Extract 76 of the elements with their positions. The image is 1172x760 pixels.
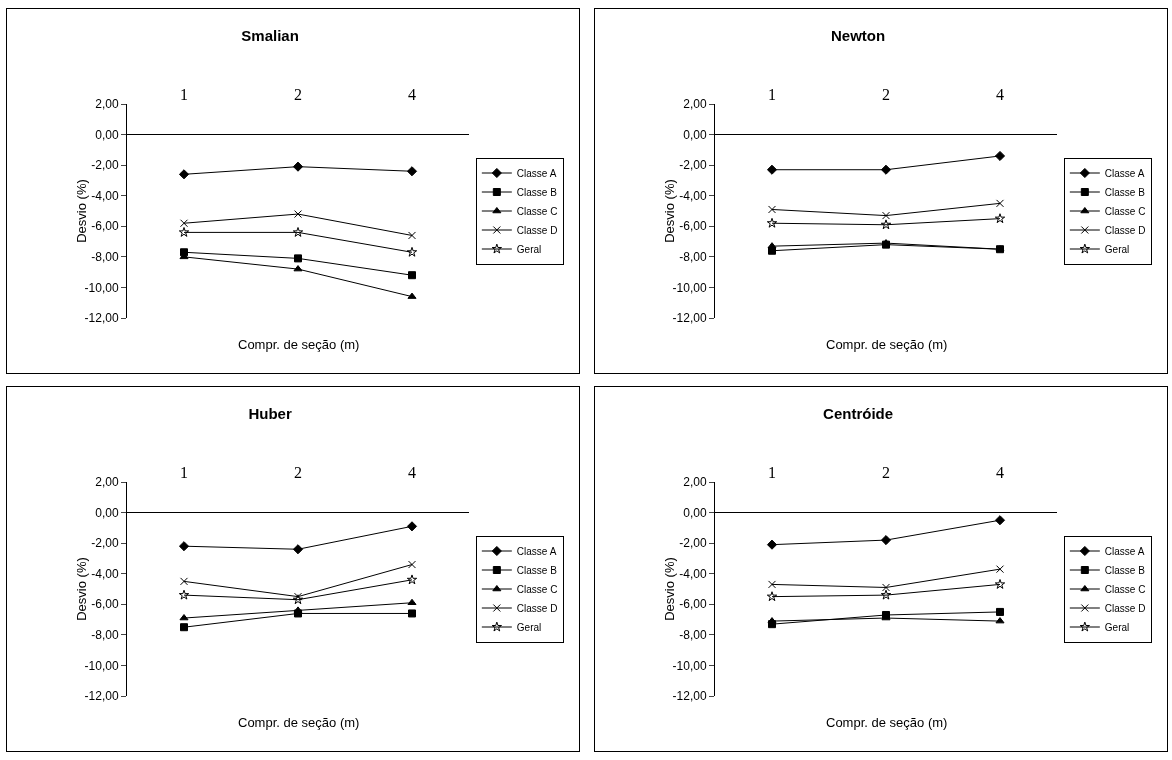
y-axis-title: Desvio (%)	[74, 557, 90, 621]
legend-label: Classe B	[516, 186, 558, 198]
y-tick-label: -6,00	[91, 219, 119, 234]
y-tick-label: -4,00	[91, 566, 119, 581]
y-tick-label: -10,00	[84, 658, 119, 673]
legend-label: Classe A	[1104, 167, 1145, 179]
legend-label: Classe C	[516, 205, 558, 217]
y-tick-label: -2,00	[91, 536, 119, 551]
y-tick-label: -8,00	[91, 250, 119, 265]
y-axis-title: Desvio (%)	[662, 179, 678, 243]
y-tick-label: 2,00	[683, 97, 707, 112]
legend-label: Classe D	[1104, 602, 1146, 614]
legend-label: Classe D	[516, 224, 558, 236]
y-tick-label: 2,00	[95, 475, 119, 490]
y-tick-label: -4,00	[91, 188, 119, 203]
y-tick-label: -12,00	[672, 689, 707, 704]
legend-label: Classe D	[1104, 224, 1146, 236]
legend-label: Classe A	[516, 545, 557, 557]
legend-label: Classe A	[1104, 545, 1145, 557]
x-tick-label: 2	[882, 85, 890, 103]
legend-label: Classe C	[1104, 583, 1146, 595]
y-tick-label: -12,00	[672, 311, 707, 326]
legend-label: Classe B	[1104, 564, 1146, 576]
y-tick-label: -4,00	[679, 566, 707, 581]
x-tick-label: 2	[294, 463, 302, 481]
legend-label: Geral	[1104, 621, 1130, 633]
y-tick-label: -2,00	[679, 536, 707, 551]
legend-label: Geral	[1104, 243, 1130, 255]
y-tick-label: -8,00	[679, 628, 707, 643]
y-tick-label: -12,00	[84, 689, 119, 704]
x-tick-label: 2	[882, 463, 890, 481]
legend-label: Classe C	[1104, 205, 1146, 217]
legend-label: Classe B	[1104, 186, 1146, 198]
y-tick-label: -12,00	[84, 311, 119, 326]
y-tick-label: -4,00	[679, 188, 707, 203]
y-tick-label: -10,00	[84, 280, 119, 295]
chart-title: Huber	[248, 405, 292, 423]
y-tick-label: -2,00	[679, 158, 707, 173]
legend-label: Geral	[516, 243, 542, 255]
chart-title: Centróide	[823, 405, 894, 423]
y-axis-title: Desvio (%)	[662, 557, 678, 621]
legend-label: Classe D	[516, 602, 558, 614]
y-tick-label: 2,00	[95, 97, 119, 112]
chart-title: Smalian	[241, 27, 299, 45]
x-axis-title: Compr. de seção (m)	[826, 337, 948, 352]
x-tick-label: 1	[180, 85, 188, 103]
chart-title: Newton	[831, 27, 886, 45]
x-tick-label: 1	[180, 463, 188, 481]
x-axis-title: Compr. de seção (m)	[826, 715, 948, 730]
legend-label: Geral	[516, 621, 542, 633]
x-tick-label: 1	[768, 85, 776, 103]
y-tick-label: -2,00	[91, 158, 119, 173]
y-tick-label: -8,00	[679, 250, 707, 265]
y-tick-label: 0,00	[683, 127, 707, 142]
legend-label: Classe B	[516, 564, 558, 576]
y-tick-label: -6,00	[91, 597, 119, 612]
x-axis-title: Compr. de seção (m)	[238, 337, 360, 352]
x-tick-label: 4	[996, 85, 1004, 103]
y-tick-label: -6,00	[679, 597, 707, 612]
y-tick-label: -10,00	[672, 280, 707, 295]
y-tick-label: 2,00	[683, 475, 707, 490]
x-tick-label: 2	[294, 85, 302, 103]
x-axis-title: Compr. de seção (m)	[238, 715, 360, 730]
x-tick-label: 4	[408, 463, 416, 481]
legend-label: Classe C	[516, 583, 558, 595]
y-tick-label: 0,00	[95, 505, 119, 520]
y-tick-label: -8,00	[91, 628, 119, 643]
legend-label: Classe A	[516, 167, 557, 179]
y-tick-label: 0,00	[683, 505, 707, 520]
y-tick-label: -10,00	[672, 658, 707, 673]
x-tick-label: 4	[408, 85, 416, 103]
x-tick-label: 4	[996, 463, 1004, 481]
x-tick-label: 1	[768, 463, 776, 481]
y-tick-label: 0,00	[95, 127, 119, 142]
y-axis-title: Desvio (%)	[74, 179, 90, 243]
y-tick-label: -6,00	[679, 219, 707, 234]
